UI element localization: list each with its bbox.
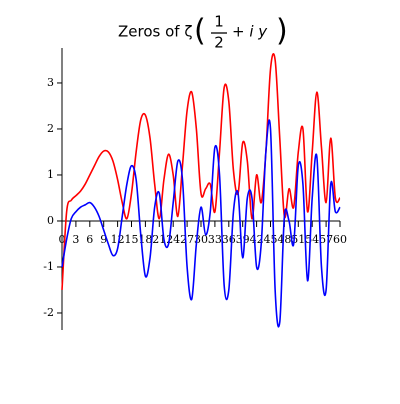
- series-line: [61, 52, 341, 291]
- x-tick-label: 0: [59, 233, 66, 246]
- paren: (: [194, 14, 206, 49]
- y-tick-label: -2: [43, 306, 54, 319]
- title-denominator: 2: [214, 34, 224, 52]
- x-tick-label: 54: [305, 233, 319, 246]
- x-tick-label: 57: [319, 233, 333, 246]
- x-tick-label: 60: [333, 233, 347, 246]
- chart-title: Zeros of ζ: [118, 23, 193, 41]
- title-suffix: + i y: [232, 23, 268, 41]
- y-tick-label: 2: [47, 122, 54, 135]
- y-tick-label: -1: [43, 260, 54, 273]
- x-tick-label: 15: [125, 233, 139, 246]
- x-tick-label: 12: [111, 233, 125, 246]
- title-numerator: 1: [214, 13, 224, 31]
- x-tick-label: 42: [250, 233, 264, 246]
- x-tick-label: 48: [277, 233, 291, 246]
- y-tick-label: 1: [47, 168, 54, 181]
- x-tick-label: 36: [222, 233, 236, 246]
- x-tick-label: 3: [72, 233, 79, 246]
- series-line: [61, 119, 341, 328]
- y-tick-label: 3: [47, 76, 54, 89]
- x-tick-label: 27: [180, 233, 194, 246]
- x-tick-label: 6: [86, 233, 93, 246]
- x-tick-label: 9: [100, 233, 107, 246]
- x-tick-label: 45: [264, 233, 278, 246]
- y-tick-label: 0: [47, 214, 54, 227]
- x-tick-label: 39: [236, 233, 250, 246]
- paren: ): [276, 14, 288, 49]
- x-tick-label: 33: [208, 233, 222, 246]
